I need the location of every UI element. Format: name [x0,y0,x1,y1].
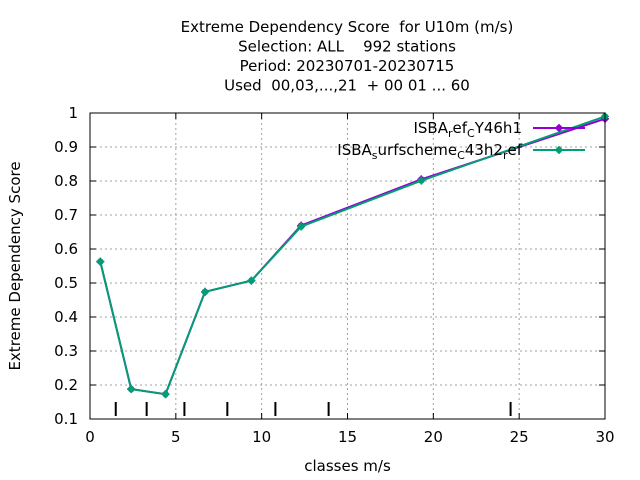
x-axis-label: classes m/s [304,457,391,475]
chart-title: Extreme Dependency Score for U10m (m/s) S… [181,18,514,95]
data-point [96,257,105,266]
data-point [555,146,563,154]
x-tick-label: 5 [171,428,181,446]
legend-entry-1: ISBArefCY46h1 [413,119,522,140]
x-tick-labels: 0 5 10 15 20 25 30 [85,428,614,446]
y-tick-label: 0.2 [54,376,78,394]
y-tick-label: 0.8 [54,172,78,190]
series-line [99,117,606,396]
data-point [417,176,426,185]
x-tick-label: 15 [338,428,357,446]
x-tick-label: 20 [424,428,443,446]
data-point [127,385,136,394]
series-line [99,115,606,396]
y-axis-label: Extreme Dependency Score [6,161,24,370]
data-point [555,124,563,132]
data-point [297,222,306,231]
x-tick-label: 0 [85,428,95,446]
y-tick-label: 0.7 [54,206,78,224]
title-line-0: Extreme Dependency Score for U10m (m/s) [181,18,514,36]
x-tick-label: 30 [595,428,614,446]
y-tick-labels: 0.1 0.2 0.3 0.4 0.5 0.6 0.7 0.8 0.9 1 [54,104,78,428]
title-line-3: Used 00,03,...,21 + 00 01 ... 60 [224,77,470,95]
title-line-2: Period: 20230701-20230715 [240,57,455,75]
y-tick-label: 0.9 [54,138,78,156]
axis-ticks [89,112,606,420]
data-point [161,390,170,399]
class-markers [114,402,512,416]
x-tick-label: 25 [510,428,529,446]
y-tick-label: 0.3 [54,342,78,360]
data-point [247,276,256,285]
data-point [201,287,210,296]
legend-entry-2: ISBAsurfschemeC43h2ref [337,141,522,162]
grid-lines [90,113,605,419]
y-tick-label: 0.1 [54,410,78,428]
title-line-1: Selection: ALL 992 stations [238,38,456,56]
y-tick-label: 0.6 [54,240,78,258]
series-group [96,112,609,399]
y-tick-label: 0.4 [54,308,78,326]
y-tick-label: 0.5 [54,274,78,292]
x-tick-label: 10 [252,428,271,446]
y-tick-label: 1 [68,104,78,122]
